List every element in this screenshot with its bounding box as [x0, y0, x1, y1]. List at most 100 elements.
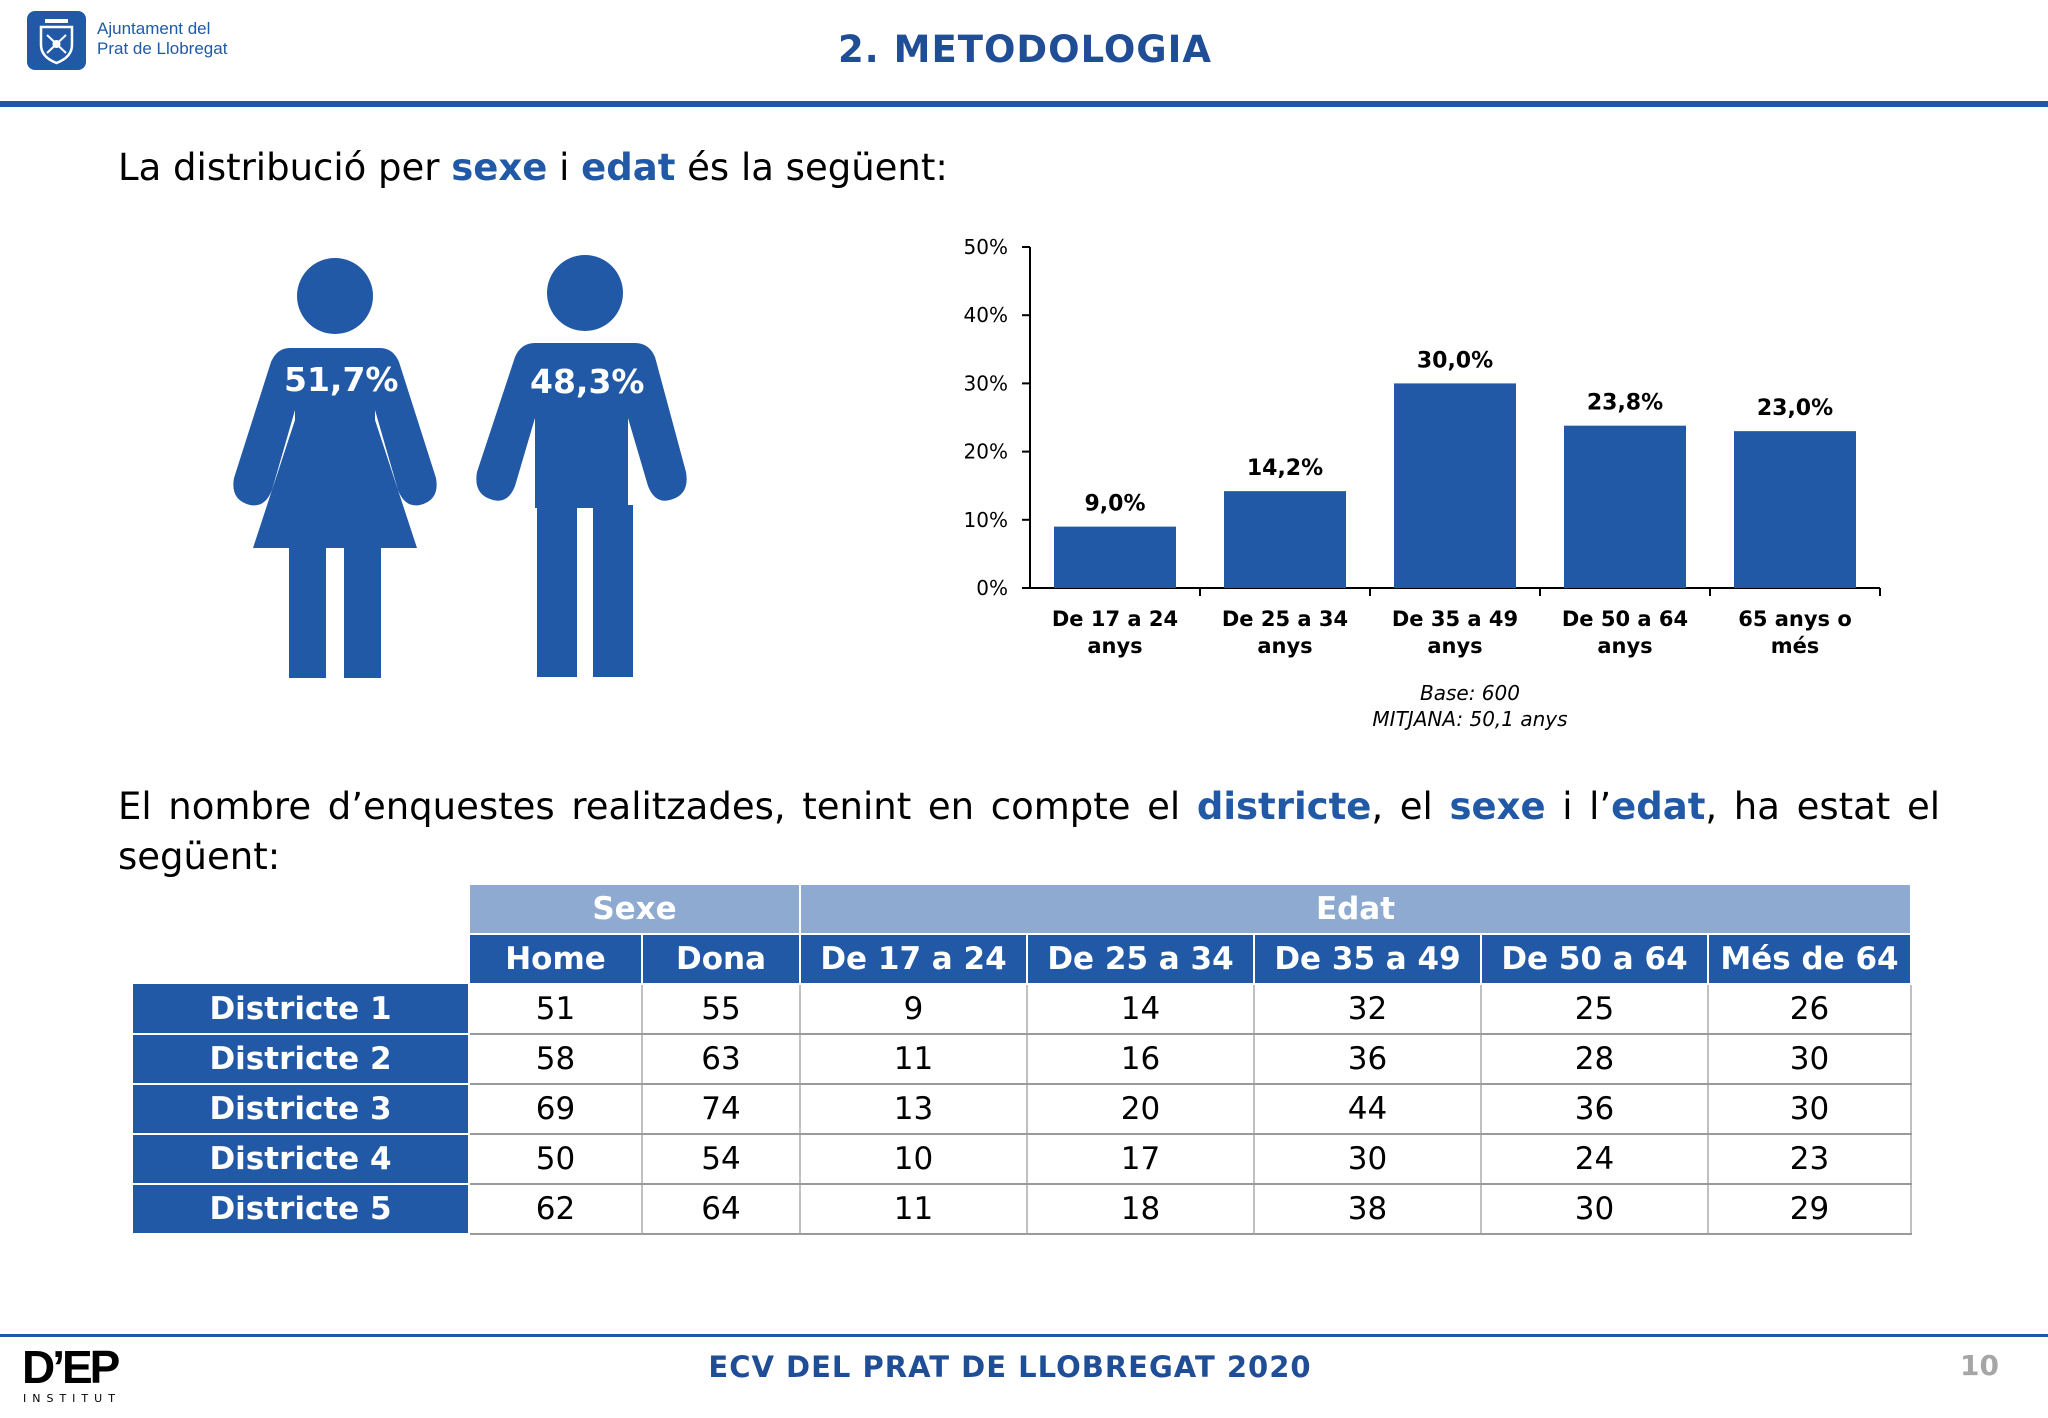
- table-row: Districte 3 69 74 13 20 44 36 30: [133, 1084, 1912, 1135]
- female-percentage: 51,7%: [284, 360, 399, 399]
- table-cell: 11: [800, 1034, 1028, 1085]
- row-header: Districte 3: [133, 1084, 470, 1135]
- x-category-label: De 35 a 49: [1392, 607, 1518, 631]
- bar-data-label: 23,8%: [1587, 391, 1663, 416]
- table-cell: 69: [469, 1084, 643, 1135]
- x-category-label: De 17 a 24: [1052, 607, 1178, 631]
- table-cell: 9: [800, 983, 1028, 1035]
- male-percentage: 48,3%: [530, 362, 645, 401]
- bar: [1054, 526, 1176, 588]
- age-bar-chart: 0% 10% 20% 30% 40% 50% 9,0% De 17 a 24 anys 14,2%…: [964, 235, 1881, 658]
- table-cell: 29: [1708, 1184, 1912, 1235]
- table-cell: 17: [1027, 1134, 1255, 1185]
- table-cell: 20: [1027, 1084, 1255, 1135]
- intro-keyword-edat: edat: [581, 146, 676, 189]
- x-category-label: anys: [1427, 634, 1482, 658]
- bar-data-label: 9,0%: [1084, 492, 1145, 517]
- table-cell: 62: [469, 1184, 643, 1235]
- bar-data-label: 30,0%: [1417, 348, 1493, 373]
- dep-logo-subtitle: INSTITUT: [23, 1392, 121, 1405]
- table-cell: 36: [1254, 1034, 1482, 1085]
- district-table: Sexe Edat Home Dona De 17 a 24 De 25 a 3…: [133, 883, 1912, 1235]
- bar-data-label: 23,0%: [1757, 396, 1833, 421]
- header-divider: [0, 101, 2048, 107]
- group-header-edat: Edat: [799, 883, 1912, 935]
- table-cell: 16: [1027, 1034, 1255, 1085]
- column-header: De 25 a 34: [1026, 933, 1255, 985]
- row-header: Districte 2: [133, 1034, 470, 1085]
- intro-text: La distribució per sexe i edat és la seg…: [118, 143, 948, 193]
- table-cell: 30: [1254, 1134, 1482, 1185]
- column-header: Més de 64: [1707, 933, 1912, 985]
- table-cell: 13: [800, 1084, 1028, 1135]
- page-number: 10: [1960, 1349, 1999, 1382]
- table-cell: 58: [469, 1034, 643, 1085]
- row-header: Districte 1: [133, 984, 470, 1035]
- table-cell: 63: [642, 1034, 801, 1085]
- dep-logo: D’EP: [22, 1341, 120, 1393]
- table-cell: 50: [469, 1134, 643, 1185]
- table-cell: 24: [1481, 1134, 1709, 1185]
- x-category-label: més: [1771, 634, 1820, 658]
- table-row: Districte 4 50 54 10 17 30 24 23: [133, 1134, 1912, 1185]
- table-cell: 64: [642, 1184, 801, 1235]
- chart-mean-note: MITJANA: 50,1 anys: [1372, 707, 1568, 731]
- y-tick-label: 50%: [964, 235, 1008, 259]
- table-cell: 30: [1708, 1084, 1912, 1135]
- org-name-line1: Ajuntament del: [97, 19, 211, 38]
- table-cell: 11: [800, 1184, 1028, 1235]
- x-category-label: anys: [1597, 634, 1652, 658]
- para-part: i l’: [1545, 785, 1612, 828]
- bar: [1564, 425, 1686, 588]
- y-tick-label: 0%: [976, 576, 1008, 600]
- bar-data-label: 14,2%: [1247, 456, 1323, 481]
- male-figure-icon: [476, 255, 687, 677]
- table-cell: 14: [1027, 983, 1255, 1035]
- table-cell: 26: [1708, 983, 1912, 1035]
- footer-divider: [0, 1334, 2048, 1337]
- city-logo-icon: [27, 11, 86, 70]
- table-cell: 28: [1481, 1034, 1709, 1085]
- intro-part: i: [547, 146, 582, 189]
- table-cell: 32: [1254, 983, 1482, 1035]
- bar: [1394, 383, 1516, 588]
- para-keyword-edat: edat: [1611, 785, 1706, 828]
- table-cell: 30: [1708, 1034, 1912, 1085]
- table-cell: 44: [1254, 1084, 1482, 1135]
- chart-notes: Base: 600 MITJANA: 50,1 anys: [1270, 680, 1670, 732]
- para-part: El nombre d’enquestes realitzades, tenin…: [118, 785, 1197, 828]
- row-header: Districte 5: [133, 1184, 470, 1235]
- table-cell: 30: [1481, 1184, 1709, 1235]
- intro-part: La distribució per: [118, 146, 452, 189]
- column-header: Dona: [641, 933, 801, 985]
- table-corner: [133, 884, 469, 934]
- para-part: , ha estat el següent:: [118, 785, 1940, 878]
- female-figure-icon: [233, 258, 437, 678]
- x-category-label: De 50 a 64: [1562, 607, 1688, 631]
- y-tick-label: 10%: [964, 508, 1008, 532]
- table-cell: 23: [1708, 1134, 1912, 1185]
- chart-base-note: Base: 600: [1420, 681, 1520, 705]
- y-tick-label: 20%: [964, 440, 1008, 464]
- bar: [1734, 431, 1856, 588]
- table-cell: 54: [642, 1134, 801, 1185]
- table-cell: 51: [469, 983, 643, 1035]
- x-category-label: De 25 a 34: [1222, 607, 1348, 631]
- table-row: Districte 1 51 55 9 14 32 25 26: [133, 983, 1912, 1035]
- column-header: De 17 a 24: [799, 933, 1028, 985]
- table-cell: 38: [1254, 1184, 1482, 1235]
- x-category-label: anys: [1257, 634, 1312, 658]
- footer-title: ECV DEL PRAT DE LLOBREGAT 2020: [708, 1350, 1312, 1384]
- bar: [1224, 491, 1346, 588]
- x-category-label: anys: [1087, 634, 1142, 658]
- gender-figures: [233, 255, 687, 678]
- table-intro-text: El nombre d’enquestes realitzades, tenin…: [118, 782, 1940, 882]
- column-header: De 35 a 49: [1253, 933, 1482, 985]
- intro-part: és la següent:: [675, 146, 948, 189]
- intro-keyword-sexe: sexe: [451, 146, 548, 189]
- column-header: De 50 a 64: [1480, 933, 1709, 985]
- row-header: Districte 4: [133, 1134, 470, 1185]
- table-cell: 55: [642, 983, 801, 1035]
- para-keyword-districte: districte: [1196, 785, 1372, 828]
- y-tick-label: 40%: [964, 303, 1008, 327]
